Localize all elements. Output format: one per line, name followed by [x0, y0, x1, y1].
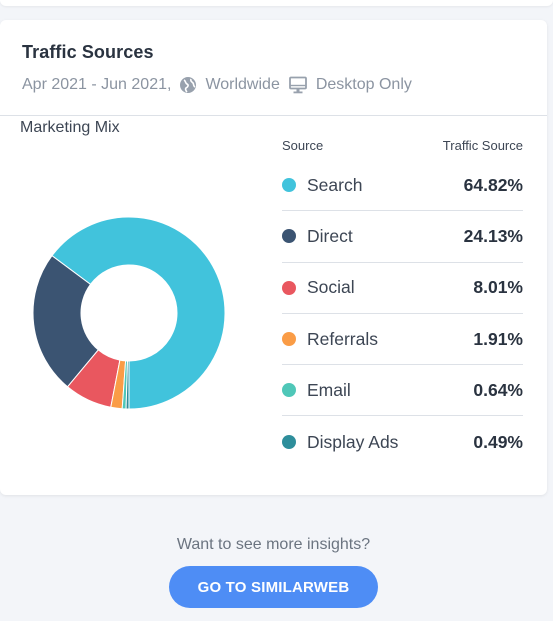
marketing-mix-donut-chart [32, 216, 226, 410]
donut-slice-direct[interactable] [32, 254, 99, 388]
source-label: Social [307, 277, 355, 298]
card-title: Traffic Sources [22, 42, 154, 62]
donut-slice-display-ads[interactable] [125, 360, 130, 410]
source-value: 0.49% [473, 431, 523, 452]
card-subtitle: Apr 2021 - Jun 2021, Worldwide Desktop O… [22, 76, 525, 94]
source-value: 8.01% [473, 277, 523, 298]
source-value: 64.82% [463, 174, 523, 195]
legend-dot [282, 178, 296, 193]
chart-title: Marketing Mix [20, 119, 120, 136]
donut-slice-search[interactable] [51, 216, 226, 410]
table-row: Direct 24.13% [282, 211, 523, 263]
source-value: 1.91% [473, 328, 523, 349]
date-range: Apr 2021 - Jun 2021, [22, 76, 172, 93]
table-row: Social 8.01% [282, 263, 523, 314]
desktop-icon [288, 76, 308, 94]
device-label: Desktop Only [315, 76, 412, 93]
region-label: Worldwide [205, 76, 280, 93]
source-label: Referrals [307, 328, 378, 349]
source-value: 24.13% [463, 225, 523, 246]
table-header: Source Traffic Source [282, 138, 523, 160]
source-label: Email [307, 379, 351, 400]
source-label: Direct [307, 225, 353, 246]
table-row: Email 0.64% [282, 365, 523, 417]
source-label: Display Ads [307, 431, 399, 452]
traffic-source-table: Source Traffic Source Search 64.82% Direc… [282, 138, 523, 468]
legend-dot [282, 229, 296, 244]
table-row: Search 64.82% [282, 160, 523, 212]
source-value: 0.64% [473, 379, 523, 400]
column-header-source: Source [282, 138, 324, 153]
legend-dot [282, 435, 296, 450]
legend-dot [282, 280, 296, 295]
card-header: Traffic Sources Apr 2021 - Jun 2021, Wor… [0, 20, 547, 116]
legend-dot [282, 332, 296, 347]
globe-icon [179, 76, 197, 94]
source-label: Search [307, 174, 363, 195]
go-to-similarweb-button[interactable]: GO TO SIMILARWEB [169, 566, 378, 608]
previous-card-edge [0, 0, 553, 6]
table-body: Search 64.82% Direct 24.13% Social 8.01% Re… [282, 160, 523, 468]
table-row: Display Ads 0.49% [282, 416, 523, 467]
legend-dot [282, 383, 296, 398]
table-row: Referrals 1.91% [282, 314, 523, 366]
column-header-traffic-source: Traffic Source [442, 138, 523, 153]
insights-prompt: Want to see more insights? [176, 536, 371, 553]
